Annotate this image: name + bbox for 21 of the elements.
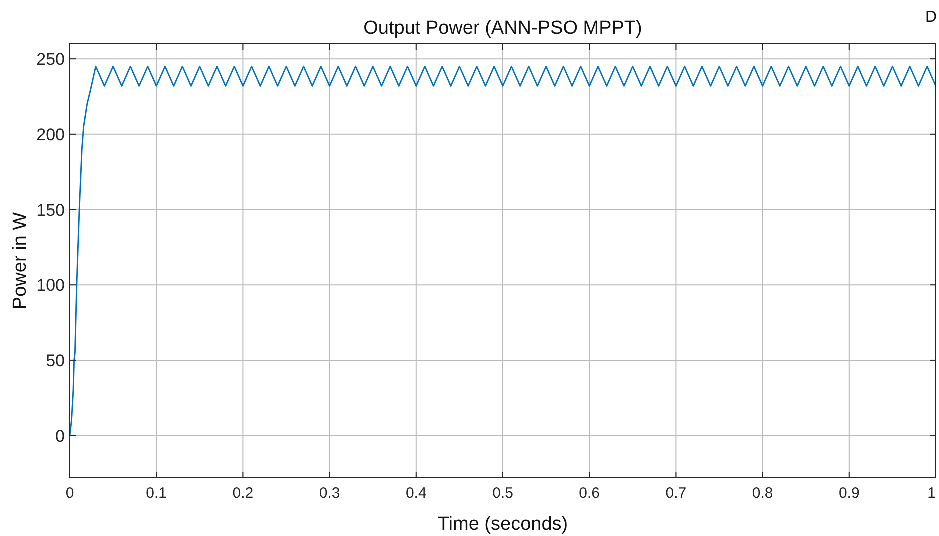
x-tick-label: 0.5 — [492, 485, 514, 502]
y-tick-label: 250 — [36, 50, 65, 70]
y-tick-label: 0 — [56, 426, 65, 446]
y-tick-label: 200 — [36, 125, 65, 144]
x-tick-label: 0.1 — [146, 485, 168, 502]
chart-title: Output Power (ANN-PSO MPPT) — [364, 18, 642, 39]
x-tick-label: 0.7 — [666, 485, 687, 502]
y-tick-label: 100 — [36, 276, 65, 296]
y-tick-label: 150 — [36, 200, 65, 220]
x-axis-title: Time (seconds) — [438, 514, 568, 535]
x-tick-label: 1 — [928, 485, 936, 502]
text: D — [925, 9, 937, 26]
x-tick-label: 0.4 — [406, 485, 427, 502]
x-tick-label: 0.9 — [838, 485, 860, 502]
line-series — [69, 66, 937, 437]
x-tick-label: 0.3 — [319, 485, 340, 502]
x-tick-label: 0.2 — [232, 485, 254, 502]
x-tick-label: 0.6 — [579, 485, 600, 502]
y-tick-label: 50 — [46, 351, 65, 370]
x-tick-label: 0.8 — [752, 485, 774, 502]
y-axis-title: Power in W — [10, 212, 31, 310]
